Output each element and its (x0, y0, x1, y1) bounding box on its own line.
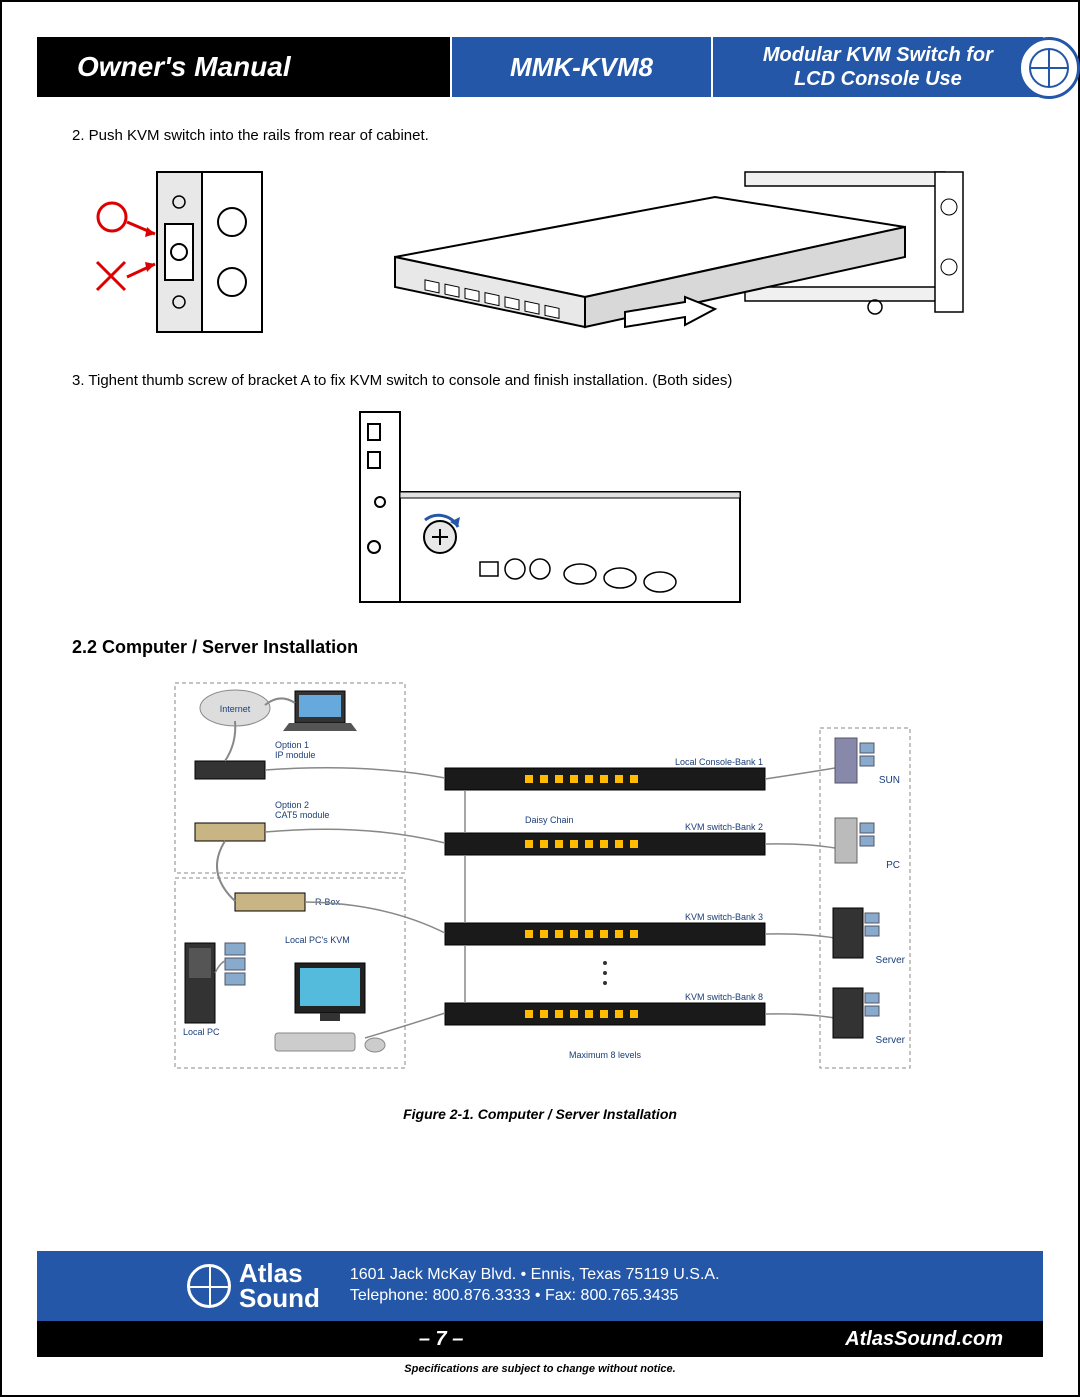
footer-brand-line2: Sound (239, 1286, 320, 1311)
footer-spec-note: Specifications are subject to change wit… (37, 1363, 1043, 1375)
header-bar: Owner's Manual MMK-KVM8 Modular KVM Swit… (37, 37, 1043, 97)
header-left: Owner's Manual (37, 37, 450, 97)
diagram-label-bank2: KVM switch-Bank 2 (685, 822, 763, 832)
figure-row-1 (72, 152, 1008, 352)
header-subtitle-line2: LCD Console Use (763, 67, 993, 91)
diagram-label-bank3: KVM switch-Bank 3 (685, 912, 763, 922)
footer-address: 1601 Jack McKay Blvd. • Ennis, Texas 751… (350, 1265, 720, 1307)
diagram-label-bank1: Local Console-Bank 1 (675, 757, 763, 767)
diagram-label-server1: Server (876, 955, 906, 966)
footer-address-line1: 1601 Jack McKay Blvd. • Ennis, Texas 751… (350, 1265, 720, 1286)
page-content: 2. Push KVM switch into the rails from r… (2, 97, 1078, 1122)
diagram-label-option1b: IP module (275, 750, 315, 760)
footer-address-line2: Telephone: 800.876.3333 • Fax: 800.765.3… (350, 1286, 720, 1307)
figure-thumbscrew (320, 397, 760, 617)
page-footer: Atlas Sound 1601 Jack McKay Blvd. • Enni… (37, 1251, 1043, 1375)
figure-kvm-insert (322, 152, 1008, 352)
diagram-label-option2a: Option 2 (275, 800, 309, 810)
diagram-label-max: Maximum 8 levels (569, 1050, 642, 1060)
footer-logo-icon (187, 1264, 231, 1308)
figure-row-2 (72, 397, 1008, 617)
diagram-label-server2: Server (876, 1035, 906, 1046)
footer-black-bar: – 7 – AtlasSound.com (37, 1321, 1043, 1357)
diagram-label-daisy: Daisy Chain (525, 815, 574, 825)
figure-bracket-front (72, 152, 302, 352)
footer-logo: Atlas Sound (187, 1261, 320, 1310)
footer-site: AtlasSound.com (845, 1328, 1003, 1351)
diagram-label-localpckvm: Local PC's KVM (285, 935, 350, 945)
diagram-label-sun: SUN (879, 775, 900, 786)
figure-2-1: Internet Option 1 IP module Option 2 CAT… (160, 668, 920, 1098)
diagram-label-option1a: Option 1 (275, 740, 309, 750)
footer-logo-text: Atlas Sound (239, 1261, 320, 1310)
header-model: MMK-KVM8 (450, 37, 712, 97)
header-subtitle: Modular KVM Switch for LCD Console Use (713, 37, 1043, 97)
step-2-text: 2. Push KVM switch into the rails from r… (72, 127, 1008, 144)
figure-2-1-caption: Figure 2-1. Computer / Server Installati… (72, 1106, 1008, 1122)
diagram-label-option2b: CAT5 module (275, 810, 329, 820)
brand-logo-icon (1018, 37, 1080, 99)
diagram-label-internet: Internet (220, 704, 251, 714)
footer-blue-bar: Atlas Sound 1601 Jack McKay Blvd. • Enni… (37, 1251, 1043, 1321)
diagram-label-bank8: KVM switch-Bank 8 (685, 992, 763, 1002)
diagram-label-pc: PC (886, 860, 900, 871)
section-2-2-heading: 2.2 Computer / Server Installation (72, 637, 1008, 658)
step-3-text: 3. Tighent thumb screw of bracket A to f… (72, 372, 1008, 389)
header-subtitle-line1: Modular KVM Switch for (763, 43, 993, 67)
diagram-label-localpc: Local PC (183, 1027, 220, 1037)
page-number: – 7 – (37, 1328, 845, 1351)
